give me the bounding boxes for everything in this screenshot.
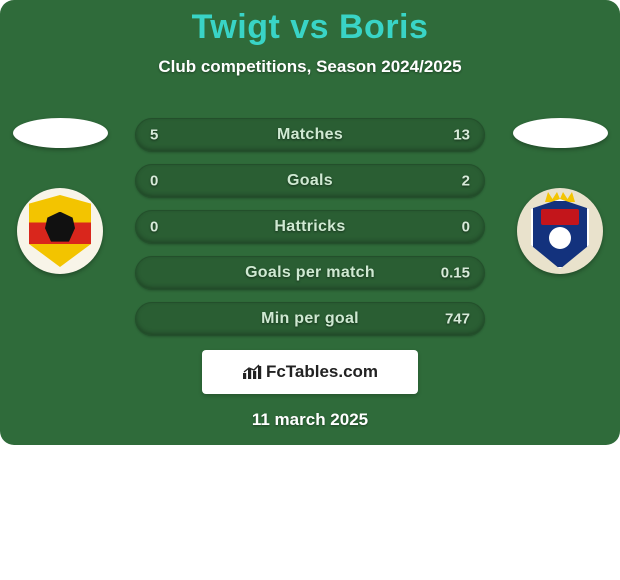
club-badge-left [17,188,103,274]
stat-value-right: 2 [462,173,470,190]
player-left-column [0,118,120,274]
club-crest-right-icon [527,193,593,269]
page-title: Twigt vs Boris [0,0,620,47]
stat-label: Min per goal [261,310,359,328]
content-area: 5 Matches 13 0 Goals 2 0 Hattricks 0 Goals per ma… [0,118,620,430]
stat-row: Goals per match 0.15 [135,256,485,290]
stat-row: 5 Matches 13 [135,118,485,152]
brand-box[interactable]: FcTables.com [202,350,418,394]
stat-value-left: 0 [150,173,158,190]
stat-value-right: 13 [453,127,470,144]
stats-list: 5 Matches 13 0 Goals 2 0 Hattricks 0 Goals per ma… [135,118,485,336]
subtitle: Club competitions, Season 2024/2025 [0,57,620,77]
stat-value-right: 747 [445,311,470,328]
brand-label: FcTables.com [266,362,378,382]
club-badge-right [517,188,603,274]
stat-row: 0 Hattricks 0 [135,210,485,244]
stat-label: Hattricks [274,218,345,236]
nationality-flag-right [513,118,608,148]
stat-value-left: 0 [150,219,158,236]
player-right-column [500,118,620,274]
stat-label: Goals per match [245,264,375,282]
comparison-card: Twigt vs Boris Club competitions, Season… [0,0,620,445]
stat-label: Goals [287,172,333,190]
stat-row: Min per goal 747 [135,302,485,336]
nationality-flag-left [13,118,108,148]
stat-value-right: 0.15 [441,265,470,282]
date-label: 11 march 2025 [0,410,620,430]
stat-value-left: 5 [150,127,158,144]
brand: FcTables.com [242,362,378,382]
stat-row: 0 Goals 2 [135,164,485,198]
bar-chart-icon [242,364,262,380]
stat-label: Matches [277,126,343,144]
club-crest-left-icon [29,195,91,267]
stat-value-right: 0 [462,219,470,236]
